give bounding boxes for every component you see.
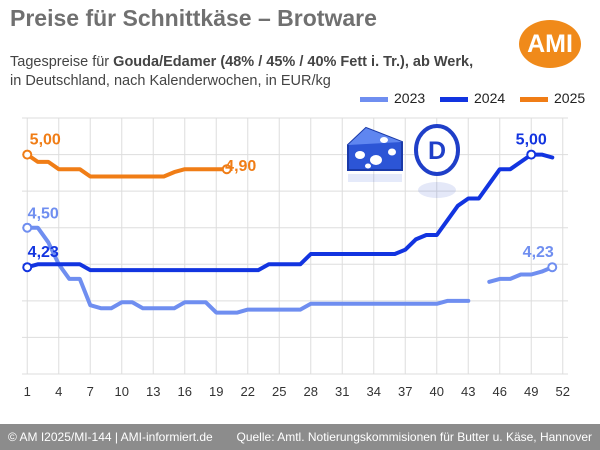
x-tick-label: 46 bbox=[493, 384, 507, 399]
x-tick-label: 22 bbox=[241, 384, 255, 399]
legend-label-2024: 2024 bbox=[474, 90, 506, 106]
ami-logo: AMI bbox=[519, 20, 581, 68]
x-tick-label: 13 bbox=[146, 384, 160, 399]
marker-2023 bbox=[547, 262, 558, 273]
series-line-2025 bbox=[25, 152, 229, 179]
marker-2024 bbox=[526, 149, 537, 160]
x-tick-label: 40 bbox=[430, 384, 444, 399]
x-tick-label: 31 bbox=[335, 384, 349, 399]
country-badge-icon bbox=[414, 124, 460, 198]
legend-label-2025: 2025 bbox=[554, 90, 586, 106]
x-tick-label: 1 bbox=[24, 384, 31, 399]
x-tick-label: 7 bbox=[87, 384, 94, 399]
x-tick-label: 43 bbox=[461, 384, 475, 399]
x-tick-label: 49 bbox=[524, 384, 538, 399]
data-label-2025: 5,00 bbox=[30, 132, 61, 149]
data-label-2025: 4,90 bbox=[225, 158, 256, 175]
series-line-2023 bbox=[487, 265, 555, 284]
marker-2025 bbox=[221, 164, 232, 175]
data-label-2023: 4,50 bbox=[28, 206, 59, 223]
x-tick-label: 25 bbox=[272, 384, 286, 399]
data-label-2023: 4,23 bbox=[523, 244, 554, 261]
cheese-icon bbox=[347, 126, 403, 182]
chart-subtitle-line2: in Deutschland, nach Kalenderwochen, in … bbox=[10, 73, 331, 89]
data-label-2024: 4,23 bbox=[28, 244, 59, 261]
marker-2023 bbox=[22, 222, 33, 233]
series-line-2023 bbox=[25, 225, 471, 315]
footer-bar: © AM I2025/MI-144 | AMI-informiert.de Qu… bbox=[0, 424, 600, 450]
legend-swatch-2024 bbox=[440, 97, 468, 102]
x-tick-label: 28 bbox=[304, 384, 318, 399]
footer-copyright: © AM I2025/MI-144 | AMI-informiert.de bbox=[8, 430, 213, 444]
data-label-2024: 5,00 bbox=[516, 132, 547, 149]
x-tick-label: 19 bbox=[209, 384, 223, 399]
legend-label-2023: 2023 bbox=[394, 90, 426, 106]
x-tick-label: 16 bbox=[178, 384, 192, 399]
chart-title: Preise für Schnittkäse – Brotware bbox=[10, 5, 377, 31]
chart-canvas: 1 4 7 10 13 16 19 22 25 28 31 34 37 40 43 46 49 52 D 5,00 4,… bbox=[22, 117, 570, 399]
x-tick-label: 37 bbox=[398, 384, 412, 399]
series-line-2024 bbox=[25, 152, 555, 273]
x-tick-label: 10 bbox=[115, 384, 129, 399]
plot-area bbox=[22, 118, 568, 374]
marker-2024 bbox=[22, 262, 33, 273]
x-tick-label: 4 bbox=[55, 384, 62, 399]
x-tick-label: 52 bbox=[556, 384, 570, 399]
chart-subtitle-line1: Tagespreise für Gouda/Edamer (48% / 45% … bbox=[10, 54, 473, 70]
subtitle-prefix: Tagespreise für bbox=[10, 54, 114, 70]
subtitle-bold: Gouda/Edamer (48% / 45% / 40% Fett i. Tr… bbox=[113, 54, 474, 70]
footer-source: Quelle: Amtl. Notierungskommisionen für … bbox=[236, 430, 593, 444]
marker-2025 bbox=[22, 149, 33, 160]
legend-swatch-2025 bbox=[520, 97, 548, 102]
legend-swatch-2023 bbox=[360, 97, 388, 102]
x-tick-label: 34 bbox=[367, 384, 381, 399]
country-letter: D bbox=[428, 137, 446, 165]
